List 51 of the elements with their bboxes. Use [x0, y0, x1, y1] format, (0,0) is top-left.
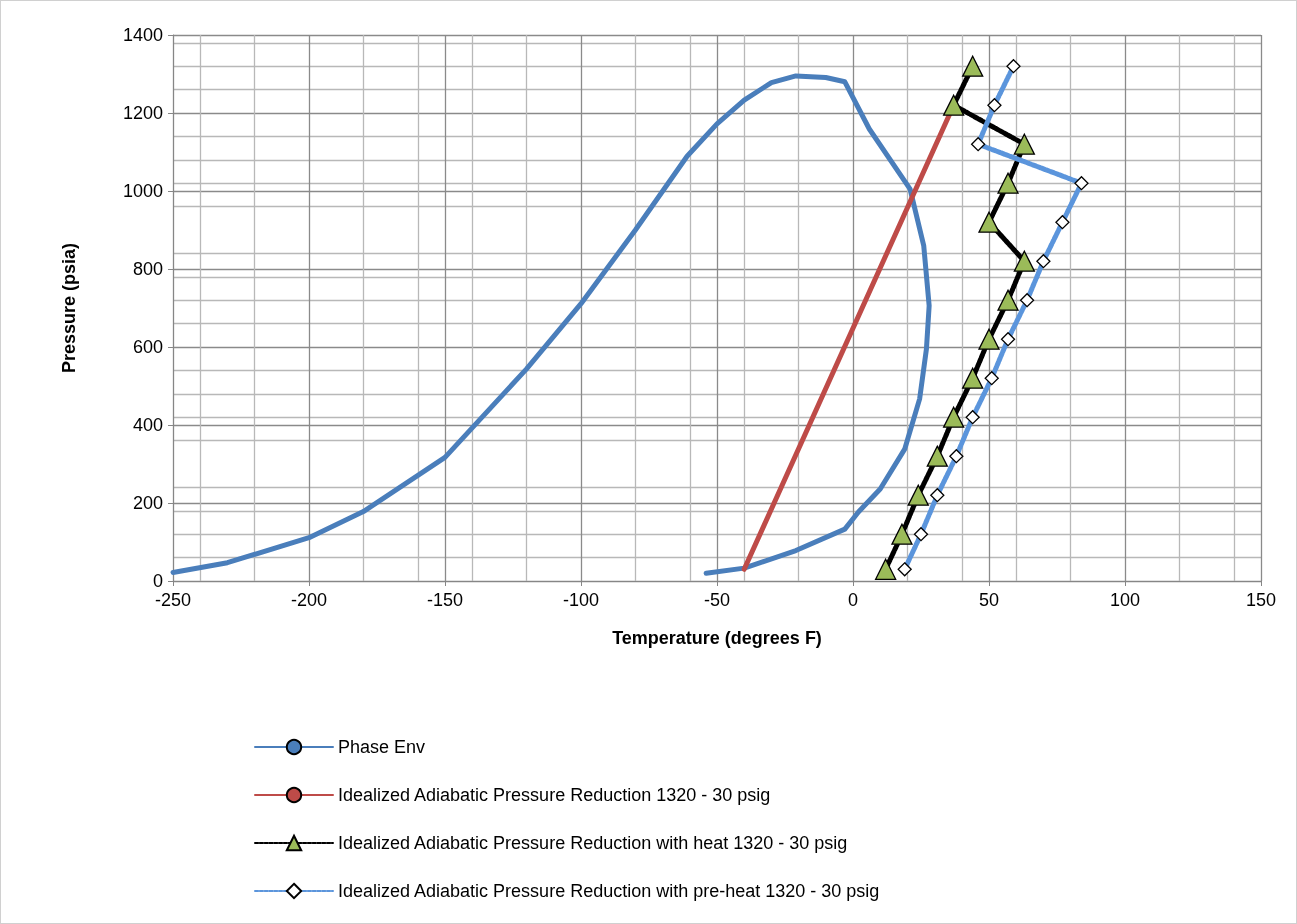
x-tick-label: 0 — [847, 590, 859, 610]
y-tick-label: 1200 — [122, 103, 163, 123]
x-tick-label: -150 — [426, 590, 464, 610]
legend-label: Idealized Adiabatic Pressure Reduction 1320 - 30 psig — [338, 785, 771, 805]
y-tick-label: 0 — [152, 571, 163, 591]
x-tick-label: 150 — [1245, 590, 1277, 610]
point — [978, 211, 1000, 233]
point — [997, 172, 1019, 194]
point — [897, 562, 912, 577]
point — [891, 523, 913, 545]
point — [1019, 293, 1035, 308]
x-axis-title: Temperature (degrees F) — [612, 628, 822, 648]
point — [962, 367, 984, 389]
point — [965, 410, 980, 425]
point — [942, 406, 965, 428]
x-tick-label: -50 — [703, 590, 731, 610]
point — [930, 488, 945, 503]
point — [1013, 250, 1036, 272]
legend-label: Idealized Adiabatic Pressure Reduction with heat 1320 - 30 psig — [338, 833, 848, 853]
point — [907, 484, 929, 506]
point — [962, 55, 984, 77]
y-axis-title: Pressure (psia) — [59, 242, 79, 374]
point — [1055, 215, 1070, 230]
y-tick-label: 1400 — [122, 25, 163, 45]
y-tick-label: 600 — [132, 337, 163, 357]
point — [970, 137, 986, 152]
point — [984, 371, 999, 386]
point — [949, 449, 964, 464]
x-tick-label: -100 — [562, 590, 600, 610]
y-tick-label: 1000 — [122, 181, 163, 201]
x-tick-label: 50 — [978, 590, 1000, 610]
point — [978, 328, 1000, 350]
point — [942, 94, 965, 116]
point — [1074, 176, 1089, 191]
point — [987, 98, 1002, 113]
point — [1036, 254, 1051, 269]
point — [913, 527, 929, 542]
point — [1013, 133, 1036, 155]
point — [926, 445, 948, 467]
y-tick-label: 800 — [132, 259, 163, 279]
x-tick-label: 100 — [1109, 590, 1141, 610]
legend-label: Idealized Adiabatic Pressure Reduction with pre-heat 1320 - 30 psig — [338, 881, 880, 901]
legend-label: Phase Env — [338, 737, 426, 757]
point — [1000, 332, 1016, 347]
y-tick-label: 200 — [132, 493, 163, 513]
x-tick-label: -250 — [154, 590, 192, 610]
point — [1006, 59, 1021, 74]
point — [874, 558, 897, 580]
x-tick-label: -200 — [290, 590, 328, 610]
point — [997, 289, 1019, 311]
y-tick-label: 400 — [132, 415, 163, 435]
